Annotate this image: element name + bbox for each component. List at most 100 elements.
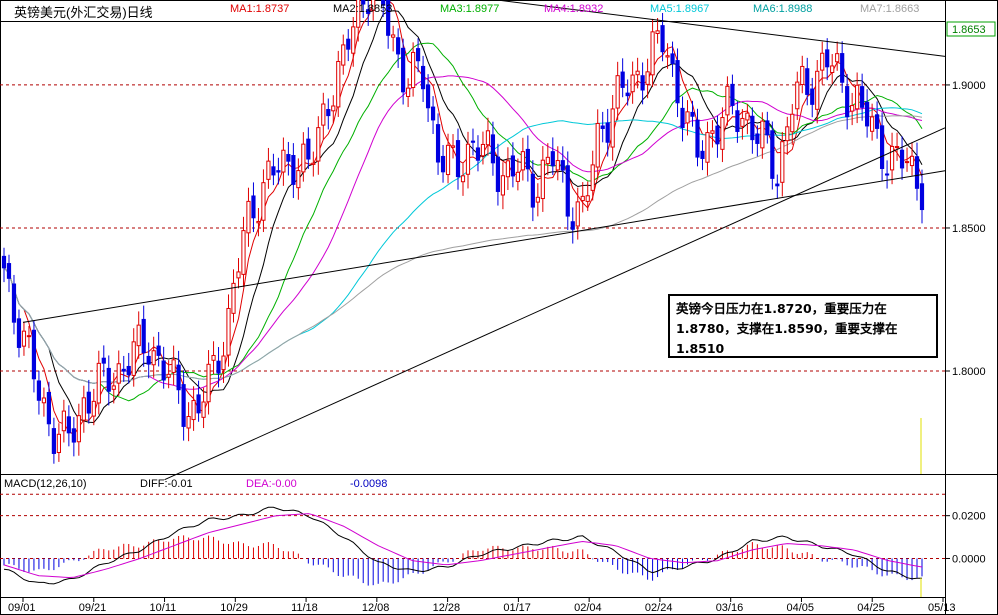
candle-body <box>366 9 371 14</box>
macd-y-tick-label: 0.0200 <box>952 511 986 523</box>
candle-body <box>71 428 76 443</box>
x-tick-label: 11/18 <box>291 602 318 614</box>
candlesticks <box>1 0 925 464</box>
candle-body <box>420 65 426 90</box>
chart-title: 英镑美元(外汇交易)日线 <box>14 5 153 20</box>
candle-body <box>261 182 266 221</box>
candle-body <box>56 433 61 454</box>
candle-body <box>196 394 201 414</box>
candle-body <box>645 71 650 85</box>
candle-body <box>66 416 71 434</box>
candle-body <box>475 147 481 161</box>
candle-body <box>191 400 196 421</box>
current-price-box <box>946 21 996 37</box>
candle-body <box>156 345 161 356</box>
candle-body <box>510 155 515 177</box>
candle-body <box>665 55 670 58</box>
candle-body <box>585 195 590 202</box>
candle-body <box>296 170 301 189</box>
candle-body <box>865 101 870 127</box>
candle-body <box>605 122 610 143</box>
x-tick-label: 09/21 <box>79 602 107 614</box>
candle-body <box>251 195 256 219</box>
candle-body <box>710 130 715 134</box>
trendlines <box>22 0 946 481</box>
candle-body <box>914 156 920 189</box>
candle-body <box>904 161 910 164</box>
x-tick-label: 02/24 <box>645 602 673 614</box>
x-tick-label: 04/05 <box>786 602 814 614</box>
candle-body <box>356 0 361 28</box>
ma-label-6: MA6:1.8988 <box>753 3 813 15</box>
candle-body <box>341 44 346 66</box>
candle-body <box>41 397 47 404</box>
candle-body <box>909 155 915 167</box>
candle-body <box>550 151 555 167</box>
candle-body <box>386 0 391 36</box>
macd-panel <box>0 493 945 586</box>
candle-body <box>615 75 620 109</box>
annotation-line-3: 1.8510 <box>676 341 725 356</box>
candle-body <box>640 75 645 91</box>
ma-line-ma4 <box>3 75 923 390</box>
candle-body <box>470 140 476 143</box>
candle-body <box>805 68 810 95</box>
candle-body <box>445 144 451 176</box>
candle-body <box>201 401 206 418</box>
trendline <box>164 127 946 481</box>
candle-body <box>161 360 166 381</box>
candle-body <box>401 47 406 93</box>
current-price-label: 1.8653 <box>952 24 986 36</box>
candle-body <box>894 146 900 149</box>
candle-body <box>415 48 421 62</box>
candle-body <box>186 415 191 429</box>
candle-body <box>884 173 890 176</box>
candle-body <box>790 113 795 133</box>
candle-body <box>331 105 336 112</box>
candle-body <box>346 38 351 50</box>
candle-body <box>520 151 525 171</box>
grid-lines <box>0 84 945 372</box>
candle-body <box>371 0 376 11</box>
candle-body <box>206 363 211 403</box>
candle-body <box>151 350 156 366</box>
candle-body <box>101 357 106 364</box>
candle-body <box>276 170 281 173</box>
candle-body <box>655 30 660 34</box>
candle-body <box>515 171 520 182</box>
y-tick-label: 1.8000 <box>952 366 986 378</box>
candle-body <box>106 367 111 392</box>
trendline <box>22 170 946 323</box>
x-tick-label: 10/29 <box>220 602 248 614</box>
candle-body <box>785 126 790 142</box>
candle-body <box>705 132 710 163</box>
candle-body <box>91 400 96 417</box>
candle-body <box>211 354 216 361</box>
x-tick-label: 01/17 <box>503 602 531 614</box>
candle-body <box>874 114 880 129</box>
candle-body <box>111 385 116 390</box>
candle-body <box>595 122 600 168</box>
candle-body <box>765 120 770 136</box>
candle-body <box>840 53 845 83</box>
candle-body <box>411 51 416 89</box>
candle-body <box>760 120 765 149</box>
candle-body <box>236 271 241 279</box>
candle-body <box>301 143 306 173</box>
candle-body <box>899 149 905 169</box>
candle-body <box>690 111 695 117</box>
candle-body <box>326 109 331 117</box>
candle-body <box>131 341 136 376</box>
candle-body <box>46 391 52 425</box>
candle-body <box>535 196 540 203</box>
candle-body <box>121 368 126 372</box>
candle-body <box>216 360 221 374</box>
macd-title: MACD(12,26,10) <box>4 478 87 490</box>
candle-body <box>281 149 286 173</box>
candle-body <box>450 145 456 148</box>
candle-body <box>361 0 366 5</box>
x-tick-label: 12/28 <box>433 602 461 614</box>
candle-body <box>166 373 171 378</box>
candle-body <box>266 160 271 180</box>
ma-label-2: MA2:1.8853 <box>333 3 393 15</box>
